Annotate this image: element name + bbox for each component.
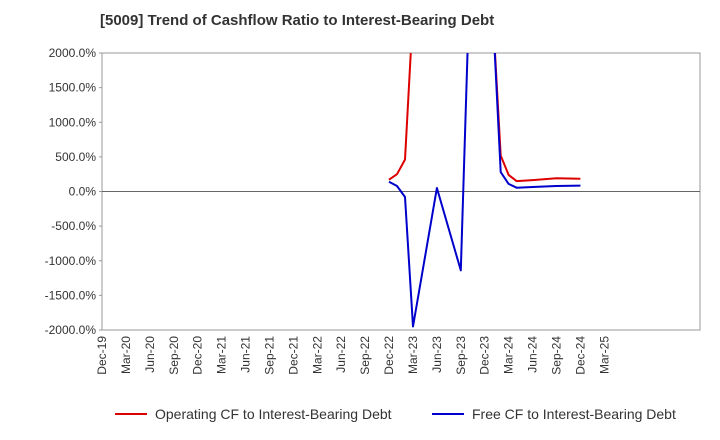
x-tick-label: Dec-20 [191,336,205,375]
x-tick-label: Mar-21 [215,336,229,374]
y-tick-label: 2000.0% [49,46,97,60]
x-tick-label: Dec-22 [382,336,396,375]
series-line-2 [388,53,581,328]
series-lines [388,53,581,328]
y-tick-label: -1000.0% [45,254,97,268]
x-tick-label: Mar-23 [406,336,420,374]
x-tick-label: Jun-22 [334,336,348,373]
x-tick-label: Dec-19 [95,336,109,375]
x-tick-label: Jun-21 [239,336,253,373]
axes [99,52,701,331]
x-tick-label: Dec-24 [573,336,587,375]
legend-label-1: Operating CF to Interest-Bearing Debt [155,406,392,422]
x-tick-label: Mar-25 [597,336,611,374]
legend: Operating CF to Interest-Bearing Debt Fre… [115,406,676,422]
x-tick-label: Sep-24 [549,336,563,375]
y-tick-label: -1500.0% [45,288,97,302]
x-tick-labels: Dec-19 Mar-20 Jun-20 Sep-20 Dec-20 Mar-21 Jun-… [95,336,611,375]
x-tick-label: Mar-24 [502,336,516,374]
y-tick-labels: 2000.0% 1500.0% 1000.0% 500.0% 0.0% -500.0% -1… [45,46,97,337]
x-tick-label: Dec-23 [478,336,492,375]
chart-title: [5009] Trend of Cashflow Ratio to Intere… [100,12,495,29]
x-tick-label: Jun-20 [143,336,157,373]
x-tick-label: Sep-23 [454,336,468,375]
x-tick-label: Sep-20 [167,336,181,375]
y-tick-label: -2000.0% [45,323,97,337]
legend-label-2: Free CF to Interest-Bearing Debt [472,406,676,422]
x-tick-label: Jun-24 [526,336,540,373]
y-tick-label: 1000.0% [49,115,97,129]
x-tick-label: Mar-22 [310,336,324,374]
y-tick-label: 1500.0% [49,81,97,95]
y-tick-label: 500.0% [55,150,96,164]
x-tick-label: Dec-21 [286,336,300,375]
x-tick-label: Mar-20 [119,336,133,374]
x-tick-label: Sep-22 [358,336,372,375]
y-tick-label: 0.0% [69,185,97,199]
x-tick-label: Jun-23 [430,336,444,373]
x-tick-label: Sep-21 [262,336,276,375]
y-tick-label: -500.0% [51,219,96,233]
